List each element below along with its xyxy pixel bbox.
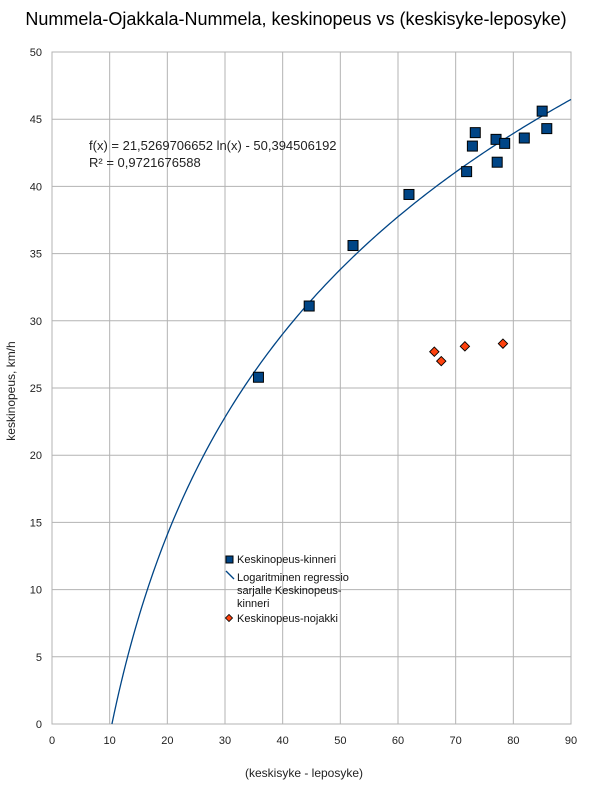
legend-label-nojakki: Keskinopeus-nojakki <box>237 613 338 625</box>
point-kinneri <box>461 166 473 178</box>
legend: Keskinopeus-kinneri Logaritminen regress… <box>224 554 349 625</box>
x-tick-label: 20 <box>161 735 173 747</box>
data-points <box>252 105 553 383</box>
point-kinneri <box>252 371 264 383</box>
y-tick-label: 35 <box>30 249 42 261</box>
legend-marker-nojakki <box>224 613 234 623</box>
y-axis-label: keskinopeus, km/h <box>4 341 18 440</box>
x-tick-label: 50 <box>334 735 346 747</box>
point-nojakki <box>429 346 440 358</box>
x-tick-label: 70 <box>450 735 462 747</box>
y-tick-label: 45 <box>30 114 42 126</box>
point-kinneri <box>518 132 530 144</box>
plot-frame <box>51 51 572 725</box>
point-kinneri <box>536 105 548 117</box>
legend-label-trendline-2: sarjalle Keskinopeus- <box>237 585 342 597</box>
x-tick-label: 90 <box>565 735 577 747</box>
point-nojakki <box>459 341 471 352</box>
x-tick-label: 40 <box>277 735 289 747</box>
y-tick-label: 50 <box>30 47 42 59</box>
trendline-equation: f(x) = 21,5269706652 ln(x) - 50,39450619… <box>89 138 337 153</box>
point-nojakki <box>435 355 447 367</box>
point-kinneri <box>491 156 503 168</box>
point-kinneri <box>347 240 359 252</box>
point-nojakki <box>497 338 509 349</box>
trendline-r2: R² = 0,9721676588 <box>89 155 201 170</box>
legend-marker-kinneri <box>225 555 234 564</box>
x-tick-label: 80 <box>507 735 519 747</box>
y-tick-label: 10 <box>30 585 42 597</box>
x-tick-label: 10 <box>104 735 116 747</box>
y-tick-label: 30 <box>30 316 42 328</box>
point-kinneri <box>499 137 511 149</box>
x-tick-label: 0 <box>49 735 55 747</box>
legend-label-kinneri: Keskinopeus-kinneri <box>237 554 336 566</box>
point-kinneri <box>303 300 315 312</box>
y-tick-label: 15 <box>30 517 42 529</box>
point-kinneri <box>469 127 481 139</box>
y-tick-labels: 0 5 10 15 20 25 30 35 40 45 50 <box>30 47 42 731</box>
y-tick-label: 20 <box>30 450 42 462</box>
y-tick-label: 5 <box>36 652 42 664</box>
point-kinneri <box>466 140 478 152</box>
y-tick-label: 40 <box>30 181 42 193</box>
point-kinneri <box>541 123 553 135</box>
point-kinneri <box>403 188 415 200</box>
legend-label-trendline-3: kinneri <box>237 598 269 610</box>
legend-marker-trendline <box>225 570 235 580</box>
x-tick-label: 30 <box>219 735 231 747</box>
x-axis-label: (keskisyke - leposyke) <box>245 766 363 780</box>
legend-label-trendline-1: Logaritminen regressio <box>237 572 349 584</box>
y-tick-label: 25 <box>30 383 42 395</box>
y-tick-label: 0 <box>36 719 42 731</box>
x-tick-label: 60 <box>392 735 404 747</box>
trendline <box>111 98 572 725</box>
chart-title: Nummela-Ojakkala-Nummela, keskinopeus vs… <box>25 9 567 29</box>
x-tick-labels: 0 10 20 30 40 50 60 70 80 90 <box>49 735 577 747</box>
